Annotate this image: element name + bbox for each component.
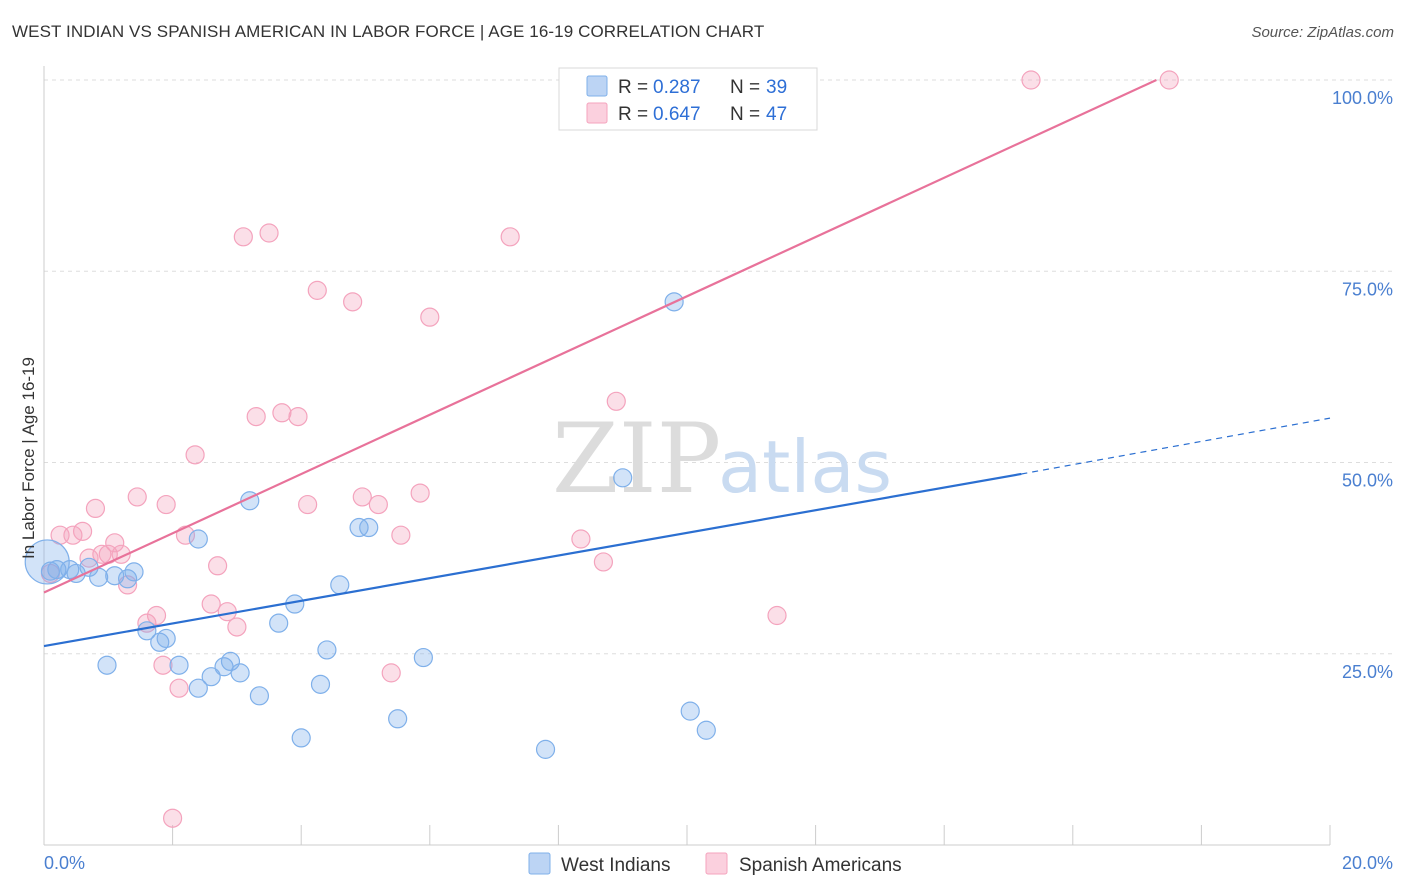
west-indians-trend-extension bbox=[1021, 417, 1331, 475]
y-tick-label: 100.0% bbox=[1332, 88, 1393, 108]
spanish-american-point bbox=[593, 552, 614, 572]
west-indian-point bbox=[349, 517, 369, 538]
west-indian-point bbox=[169, 655, 189, 675]
spanish-american-point bbox=[571, 529, 591, 549]
spanish-american-point bbox=[500, 227, 520, 247]
spanish-american-point bbox=[606, 391, 626, 411]
west-indian-point bbox=[291, 728, 311, 748]
spanish-american-point bbox=[298, 494, 318, 515]
watermark-atlas: atlas bbox=[718, 425, 892, 509]
spanish-americans-trend-line bbox=[43, 79, 1157, 594]
legend-n-value: 47 bbox=[766, 104, 787, 125]
x-tick-label-max: 20.0% bbox=[1342, 853, 1393, 873]
legend-n-label: N = bbox=[730, 77, 760, 98]
spanish-american-point bbox=[146, 605, 167, 626]
west-indian-point bbox=[696, 720, 716, 740]
watermark-zip: ZIP bbox=[552, 403, 721, 515]
west-indian-point bbox=[201, 667, 221, 687]
spanish-american-point bbox=[153, 655, 173, 675]
west-indian-point bbox=[156, 628, 176, 649]
legend-r-value: 0.287 bbox=[653, 77, 701, 98]
spanish-american-point bbox=[92, 544, 112, 564]
spanish-american-point bbox=[307, 280, 327, 300]
watermark: ZIP atlas bbox=[552, 403, 892, 515]
spanish-american-point bbox=[233, 227, 253, 247]
west-indian-point bbox=[535, 739, 556, 759]
spanish-american-point bbox=[391, 525, 411, 545]
spanish-american-point bbox=[201, 594, 221, 614]
legend-n-value: 39 bbox=[766, 77, 787, 98]
axes bbox=[43, 66, 1331, 846]
legend-r-label: R = bbox=[618, 77, 648, 98]
spanish-american-point bbox=[272, 403, 292, 423]
west-indian-point bbox=[24, 539, 70, 585]
west-indian-point bbox=[188, 529, 208, 549]
west-indian-point bbox=[188, 678, 208, 698]
spanish-american-point bbox=[410, 483, 430, 503]
gridlines bbox=[44, 79, 1393, 655]
spanish-american-point bbox=[381, 663, 401, 683]
spanish-american-point bbox=[420, 307, 440, 327]
legend-r-value: 0.647 bbox=[653, 104, 701, 125]
series-legend: West Indians Spanish Americans bbox=[528, 852, 902, 876]
spanish-american-point bbox=[246, 407, 266, 427]
y-axis-title: In Labor Force | Age 16-19 bbox=[19, 357, 38, 559]
spanish-american-point bbox=[72, 521, 93, 541]
west-indian-point bbox=[613, 468, 633, 488]
spanish-american-point bbox=[163, 808, 183, 828]
spanish-american-point bbox=[127, 487, 147, 507]
west-indians-trend-line bbox=[43, 472, 1022, 648]
west-indian-point bbox=[230, 663, 250, 683]
legend-n-label: N = bbox=[730, 104, 760, 125]
legend-swatch-west-indians bbox=[586, 75, 608, 97]
x-tick-label-min: 0.0% bbox=[44, 853, 85, 873]
y-tick-labels: 25.0% 50.0% 75.0% 100.0% bbox=[1332, 88, 1393, 682]
spanish-american-point bbox=[767, 605, 787, 626]
spanish-american-point bbox=[227, 617, 247, 637]
west-indian-point bbox=[413, 647, 433, 668]
legend-swatch-spanish-americans bbox=[586, 102, 608, 124]
west-indian-point bbox=[269, 613, 289, 633]
spanish-american-point bbox=[85, 498, 106, 518]
bottom-legend-spanish-americans: Spanish Americans bbox=[739, 855, 902, 876]
chart-source: Source: ZipAtlas.com bbox=[1251, 24, 1394, 41]
spanish-american-point bbox=[352, 487, 372, 507]
spanish-american-point bbox=[343, 292, 363, 312]
chart-title: WEST INDIAN VS SPANISH AMERICAN IN LABOR… bbox=[12, 22, 765, 41]
west-indian-point bbox=[97, 655, 117, 675]
west-indian-point bbox=[249, 686, 270, 706]
series-west-indians bbox=[24, 70, 781, 759]
west-indian-point bbox=[388, 709, 408, 729]
west-indian-point bbox=[680, 701, 700, 721]
west-indian-point bbox=[359, 517, 379, 538]
spanish-american-point bbox=[105, 533, 125, 553]
correlation-legend: R = 0.287 N = 39 R = 0.647 N = 47 bbox=[558, 67, 818, 131]
west-indian-point bbox=[317, 640, 337, 660]
y-tick-label: 50.0% bbox=[1342, 471, 1393, 491]
bottom-legend-swatch-west-indians bbox=[528, 852, 551, 875]
legend-r-label: R = bbox=[618, 104, 648, 125]
spanish-american-point bbox=[368, 494, 388, 515]
bottom-legend-swatch-spanish-americans bbox=[705, 852, 728, 875]
spanish-american-point bbox=[1021, 70, 1041, 90]
bottom-legend-west-indians: West Indians bbox=[561, 855, 670, 876]
spanish-american-point bbox=[208, 556, 228, 576]
west-indian-point bbox=[124, 562, 144, 582]
spanish-american-point bbox=[156, 494, 176, 515]
y-tick-label: 25.0% bbox=[1342, 662, 1393, 682]
spanish-american-point bbox=[288, 407, 308, 427]
spanish-american-point bbox=[185, 445, 205, 465]
trend-lines bbox=[43, 79, 1331, 648]
west-indian-point bbox=[330, 575, 350, 595]
spanish-american-point bbox=[259, 223, 279, 243]
spanish-american-point bbox=[1159, 70, 1179, 90]
west-indian-point bbox=[310, 674, 331, 694]
spanish-american-point bbox=[63, 525, 83, 545]
west-indian-point bbox=[40, 561, 61, 581]
spanish-american-point bbox=[169, 678, 189, 698]
y-tick-label: 75.0% bbox=[1342, 279, 1393, 299]
